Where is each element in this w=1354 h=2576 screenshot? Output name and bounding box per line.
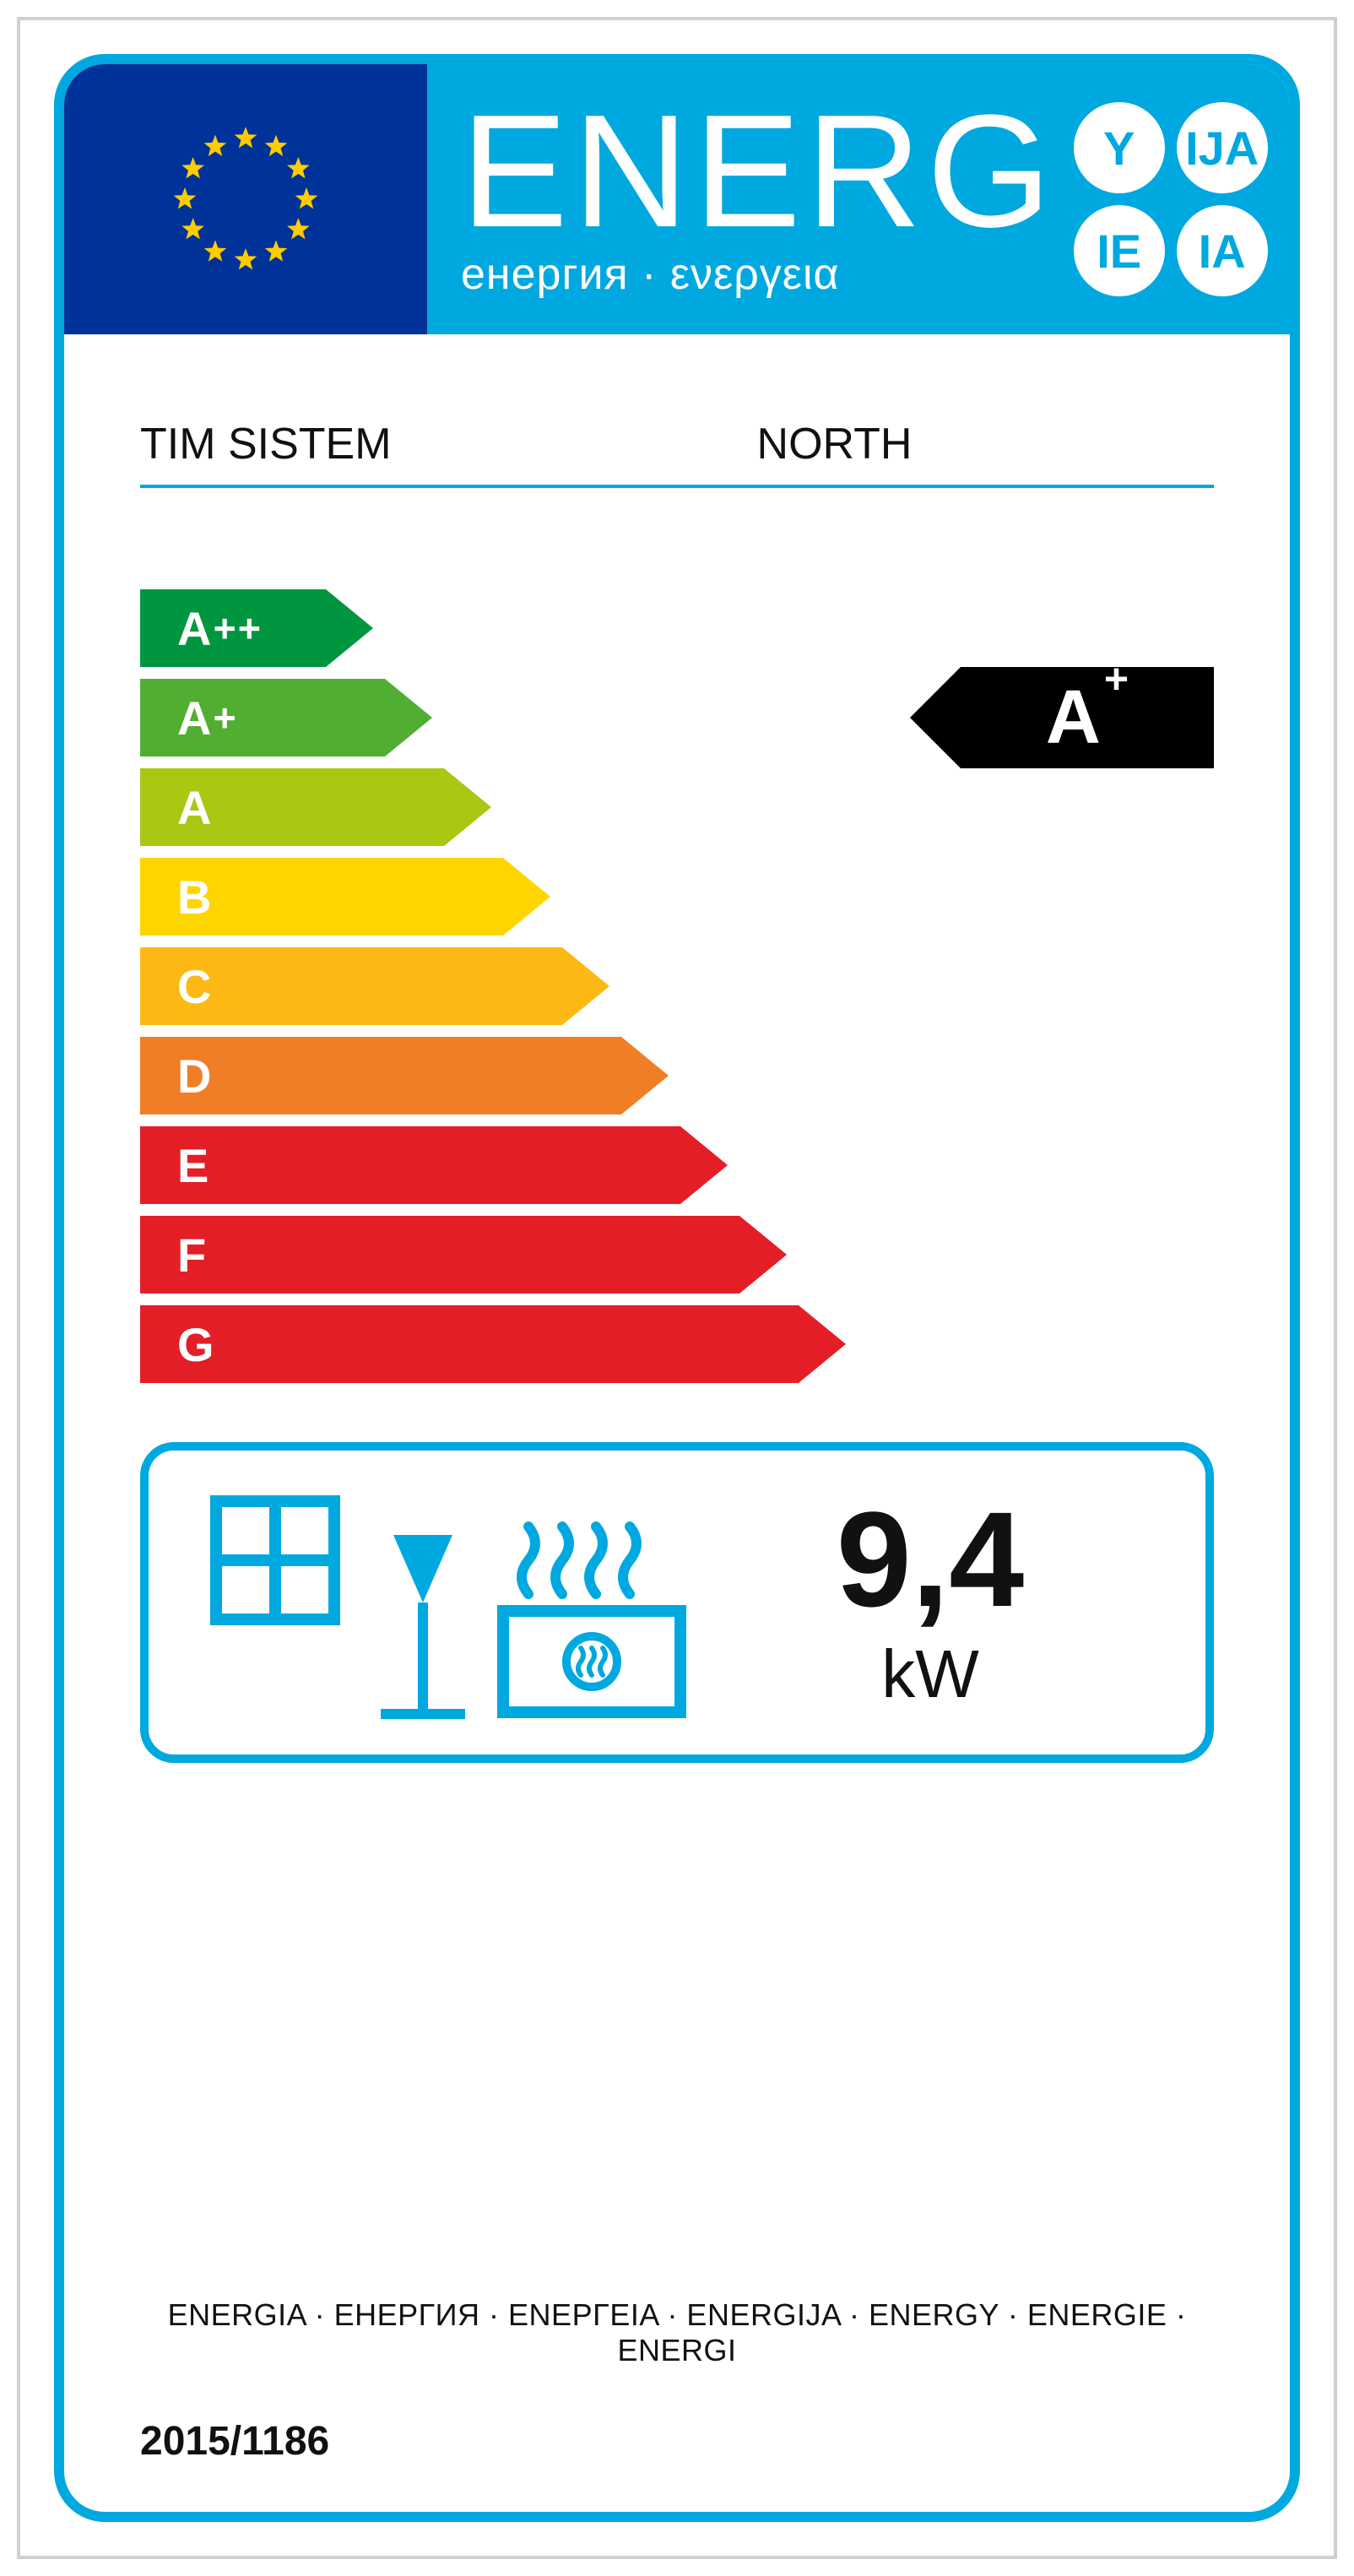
power-value: 9,4 <box>706 1492 1155 1627</box>
scale-bar-label: A <box>140 768 444 846</box>
scale-bar-label: F <box>140 1216 739 1293</box>
power-values: 9,4 kW <box>706 1492 1155 1713</box>
scale-bar-label: E <box>140 1126 680 1204</box>
eu-flag-icon <box>119 106 372 292</box>
scale-bar-label: G <box>140 1305 799 1383</box>
header: ENERG енергия · ενεργεια YIJAIEIA <box>64 64 1290 334</box>
scale-bar: A <box>140 768 1214 846</box>
footer-languages: ENERGIA · ЕНЕРГИЯ · ΕΝΕΡΓΕΙΑ · ENERGIJA … <box>140 2297 1214 2368</box>
energ-banner: ENERG енергия · ενεργεια YIJAIEIA <box>427 64 1293 334</box>
power-box: 9,4 kW <box>140 1442 1214 1763</box>
energ-suffix-grid: YIJAIEIA <box>1074 102 1268 296</box>
scale-bar-label: C <box>140 947 562 1025</box>
supplier-name: TIM SISTEM <box>140 419 656 469</box>
scale-bar: A++ <box>140 589 1214 667</box>
label-frame: ENERG енергия · ενεργεια YIJAIEIA TIM SI… <box>54 54 1300 2522</box>
rating-letter: A <box>1046 675 1101 760</box>
scale-bar: G <box>140 1305 1214 1383</box>
heating-icons <box>199 1476 706 1729</box>
rating-pointer: A+ <box>961 667 1214 768</box>
energy-label: ENERG енергия · ενεργεια YIJAIEIA TIM SI… <box>17 17 1337 2559</box>
scale-bar-label: A+ <box>140 679 385 757</box>
energ-suffix: Y <box>1074 102 1165 193</box>
energ-text: ENERG енергия · ενεργεια <box>461 100 1057 300</box>
scale-bar-label: A++ <box>140 589 326 667</box>
scale-bar: D <box>140 1037 1214 1114</box>
model-name: NORTH <box>656 419 1214 469</box>
rating-superscript: + <box>1104 655 1129 702</box>
energ-suffix: IJA <box>1177 102 1268 193</box>
energ-word: ENERG <box>461 100 1057 244</box>
scale-bar-label: D <box>140 1037 621 1114</box>
scale-bar: F <box>140 1216 1214 1293</box>
space-heater-icon <box>199 1476 706 1729</box>
supplier-model-row: TIM SISTEM NORTH <box>140 419 1214 488</box>
energ-suffix: IE <box>1074 205 1165 296</box>
regulation-number: 2015/1186 <box>140 2418 329 2465</box>
efficiency-scale: A++A+ABCDEFG A+ <box>140 589 1214 1400</box>
scale-bar: C <box>140 947 1214 1025</box>
eu-flag <box>64 64 427 334</box>
energ-suffix: IA <box>1177 205 1268 296</box>
scale-bar-label: B <box>140 858 503 935</box>
scale-bar: B <box>140 858 1214 935</box>
power-unit: kW <box>706 1635 1155 1713</box>
scale-bar: E <box>140 1126 1214 1204</box>
